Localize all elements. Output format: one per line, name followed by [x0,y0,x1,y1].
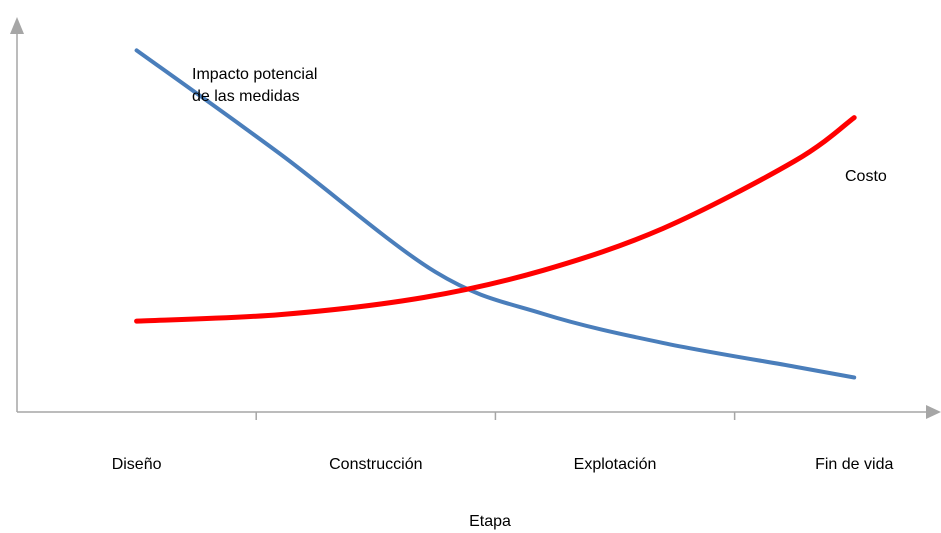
x-tick-label: Fin de vida [815,456,893,473]
axes [10,17,941,419]
series-line-costo [134,115,857,324]
y-axis-arrow [10,17,24,34]
x-axis-title: Etapa [469,513,511,530]
series-group [134,48,857,380]
x-tick-label: Explotación [574,456,657,473]
x-tick-labels: Diseño Construcción Explotación Fin de vida [112,456,894,473]
x-axis-arrow [926,405,941,419]
series-label-impacto-line-1: Impacto potencial [192,66,317,83]
series-line-impacto [134,48,857,380]
x-tick-label: Construcción [329,456,422,473]
series-label-costo: Costo [845,168,887,185]
x-tick-label: Diseño [112,456,162,473]
series-label-impacto-line-2: de las medidas [192,88,300,105]
x-axis-ticks [255,412,736,420]
series-label-impacto: Impacto potencial de las medidas [192,66,322,105]
